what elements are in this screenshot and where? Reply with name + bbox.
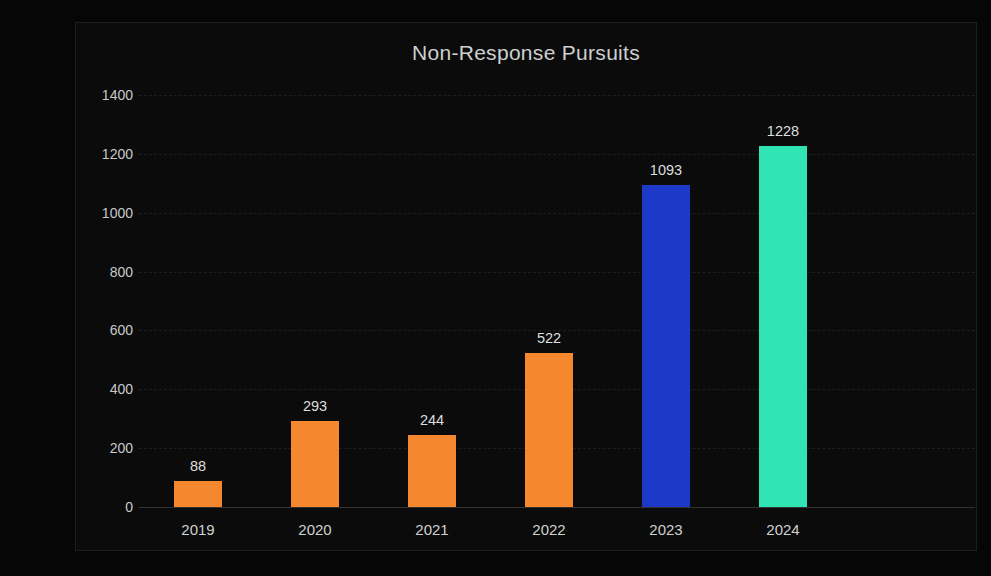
x-axis-label-2021: 2021 (392, 522, 472, 538)
value-label-2023: 1093 (626, 163, 706, 178)
bar-2019 (174, 481, 222, 507)
y-tick-label: 1400 (81, 88, 133, 102)
chart-container: Non-Response Pursuits 020040060080010001… (75, 22, 977, 551)
bar-2022 (525, 353, 573, 507)
y-tick-label: 600 (81, 323, 133, 337)
y-tick-label: 200 (81, 441, 133, 455)
gridline (139, 154, 975, 155)
bar-2021 (408, 435, 456, 507)
gridline (139, 95, 975, 96)
x-axis-label-2020: 2020 (275, 522, 355, 538)
bar-2023 (642, 185, 690, 507)
y-tick-label: 1200 (81, 147, 133, 161)
x-axis-label-2022: 2022 (509, 522, 589, 538)
value-label-2020: 293 (275, 399, 355, 414)
bar-2020 (291, 421, 339, 507)
x-axis-label-2023: 2023 (626, 522, 706, 538)
screenshot-root: Non-Response Pursuits 020040060080010001… (0, 0, 991, 576)
x-axis-line (139, 507, 975, 508)
bar-2024 (759, 146, 807, 507)
y-tick-label: 400 (81, 382, 133, 396)
value-label-2019: 88 (158, 459, 238, 474)
y-tick-label: 800 (81, 265, 133, 279)
value-label-2022: 522 (509, 331, 589, 346)
y-tick-label: 0 (81, 500, 133, 514)
value-label-2024: 1228 (743, 124, 823, 139)
x-axis-label-2019: 2019 (158, 522, 238, 538)
x-axis-label-2024: 2024 (743, 522, 823, 538)
plot-area: 0 200 400 600 800 1000 1200 1400 88 2019 293 2020 24… (76, 23, 976, 550)
value-label-2021: 244 (392, 413, 472, 428)
gridline (139, 272, 975, 273)
y-tick-label: 1000 (81, 206, 133, 220)
gridline (139, 213, 975, 214)
